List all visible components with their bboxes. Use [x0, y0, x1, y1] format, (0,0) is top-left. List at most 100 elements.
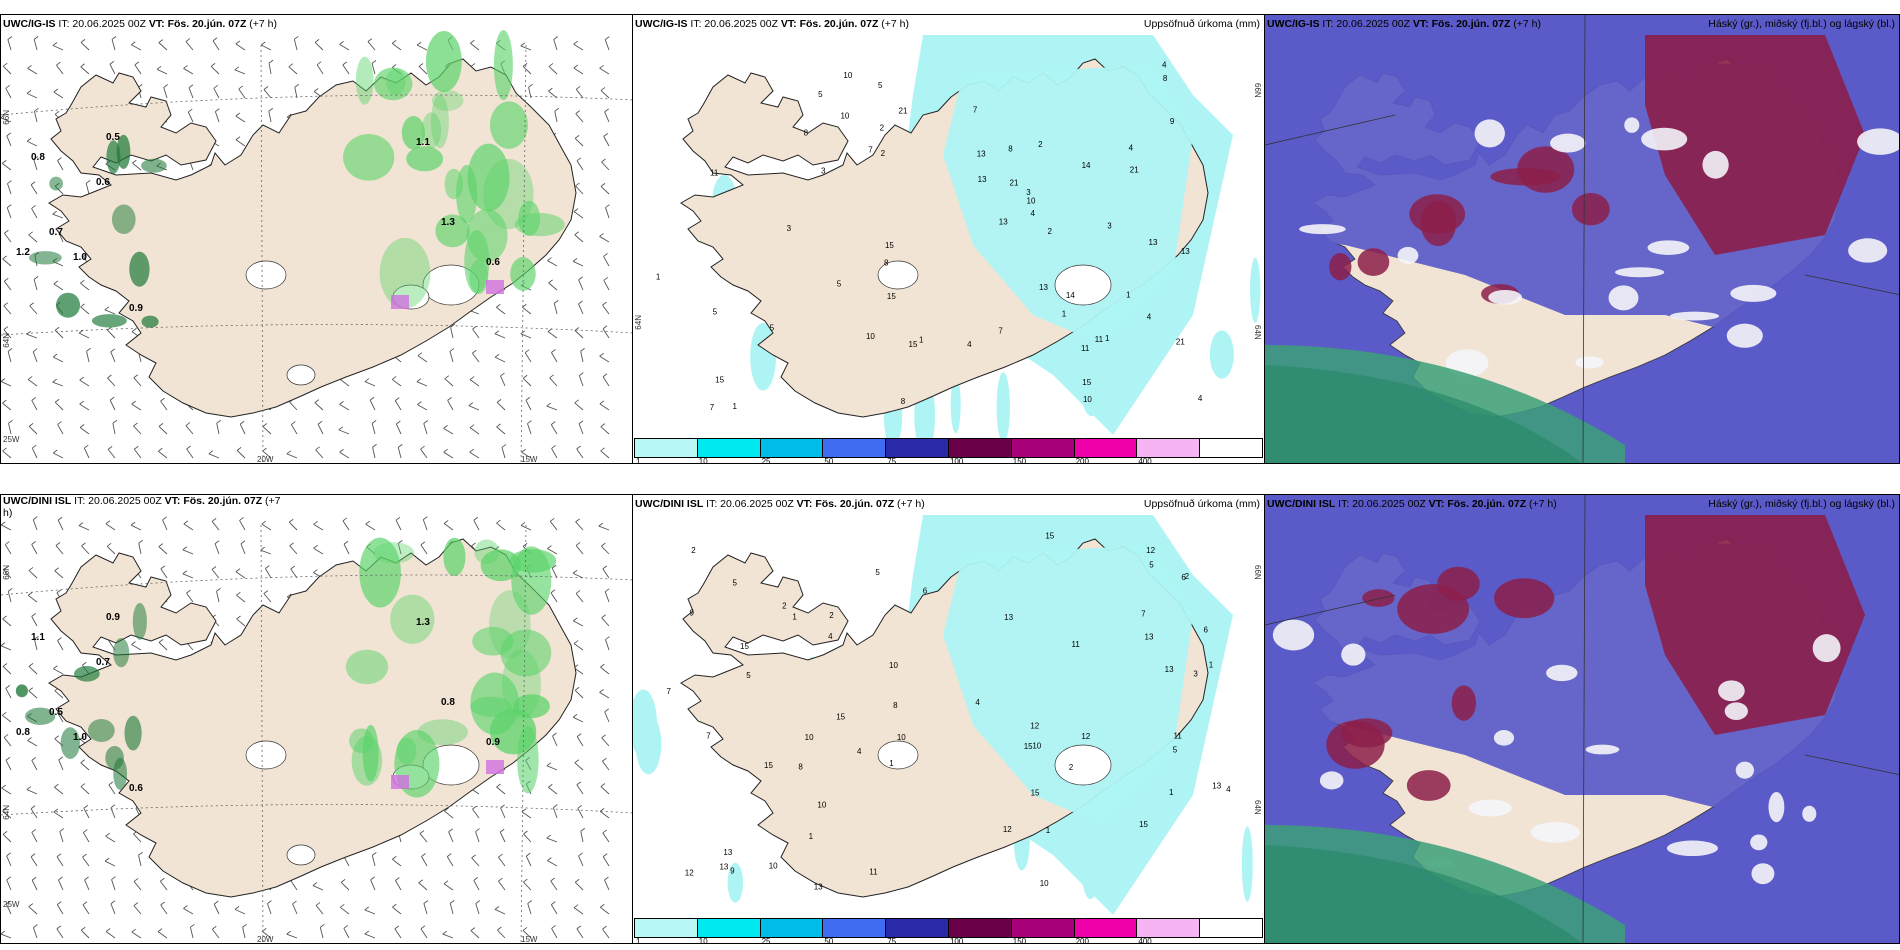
wind-barb-flag	[263, 86, 269, 90]
wind-barb	[28, 906, 38, 915]
wind-barb	[575, 113, 584, 123]
precip-value-label: 15	[1031, 789, 1040, 798]
wind-barb-flag	[33, 156, 39, 160]
lon-label-20w: 20W	[257, 935, 274, 944]
wind-barb-flag	[520, 522, 526, 526]
wind-barb-flag	[289, 542, 294, 547]
wind-barb	[56, 856, 64, 867]
wind-barb	[547, 548, 558, 555]
wind-barb	[3, 329, 12, 339]
wind-barb-flag	[603, 132, 608, 137]
wind-barb-flag	[421, 853, 426, 857]
wind-barb-flag	[2, 447, 7, 452]
wind-barb	[315, 449, 324, 459]
wind-barb	[54, 401, 64, 411]
wind-barb	[471, 352, 480, 363]
wind-barb	[314, 402, 324, 411]
wind-barb	[131, 44, 142, 51]
wind-barb	[469, 451, 480, 459]
wind-barb	[602, 832, 610, 843]
wind-barb-flag	[28, 567, 34, 571]
wind-barb	[546, 405, 558, 411]
wind-barb	[79, 427, 90, 435]
precip-value-label: 2	[881, 149, 886, 158]
precip-value-label: 10	[889, 661, 898, 670]
wind-barb-flag	[211, 518, 217, 522]
colorbar-label: 400	[1138, 937, 1152, 944]
wind-barb	[158, 642, 168, 651]
wind-barb-flag	[84, 876, 89, 881]
precip-value-label: 4	[1129, 144, 1134, 153]
wind-barb	[418, 66, 428, 75]
wind-barb	[82, 856, 90, 867]
wind-barb	[236, 594, 246, 603]
wind-barb-flag	[2, 615, 7, 620]
wind-barb-flag	[111, 36, 117, 40]
graticule-lon	[1582, 15, 1586, 463]
precip-value-label: 4	[1162, 61, 1167, 70]
wind-barb-flag	[423, 420, 429, 424]
map-clouds-bottom	[1265, 495, 1899, 943]
wind-barb-flag	[158, 543, 164, 547]
wind-barb	[187, 111, 194, 123]
wind-barb-flag	[54, 398, 60, 403]
wind-barb-flag	[1, 930, 6, 935]
wind-barb-flag	[27, 592, 33, 596]
wind-barb-flag	[547, 857, 552, 862]
wind-barb-flag	[80, 783, 86, 787]
clear-sky-patch	[1726, 323, 1763, 348]
wind-barb-flag	[57, 421, 62, 425]
precip-value-label: 2	[880, 124, 885, 133]
precip-value-label: 6	[1181, 573, 1186, 582]
graticule-lat	[1265, 594, 1396, 626]
wind-barb-flag	[600, 183, 606, 187]
wind-barb-flag	[131, 928, 137, 933]
wind-barb	[314, 42, 324, 51]
wind-barb-flag	[577, 804, 583, 809]
wind-barb	[575, 593, 584, 603]
wind-barb	[104, 860, 116, 867]
wind-barb-flag	[28, 422, 34, 427]
wind-barb-flag	[524, 349, 530, 354]
wind-barb	[260, 549, 272, 555]
wind-barb-flag	[339, 401, 344, 405]
precip-value-label: 1	[809, 832, 814, 841]
wind-barb	[262, 450, 272, 459]
wind-barb	[343, 543, 350, 555]
wind-barb-flag	[498, 853, 503, 858]
wind-barb-flag	[5, 684, 11, 689]
wind-barb	[216, 591, 220, 603]
lat-label-66n: 66N	[2, 565, 11, 580]
wind-barb	[80, 306, 90, 315]
wind-barb	[31, 879, 38, 891]
wind-barb	[599, 236, 610, 243]
precip-streak	[1241, 826, 1253, 902]
wind-barb-flag	[364, 378, 370, 382]
wind-barb-flag	[53, 88, 59, 93]
wind-barb-flag	[314, 399, 320, 403]
wind-barb-flag	[372, 443, 377, 448]
wind-barb	[109, 399, 116, 411]
wind-barb	[392, 858, 402, 867]
wind-barb-flag	[548, 279, 553, 284]
precip-value-label: 1	[919, 335, 924, 344]
precip-value-label: 13	[814, 882, 823, 891]
wind-barb-flag	[371, 420, 377, 424]
clear-sky-patch	[1647, 240, 1690, 255]
clear-sky-patch	[1585, 744, 1620, 755]
wind-barb-flag	[473, 516, 479, 521]
wind-barb	[602, 568, 610, 579]
wind-barb	[575, 185, 584, 195]
precip-value-label: 10	[1032, 742, 1041, 751]
clear-sky-patch	[1575, 356, 1604, 369]
precip-value-label: 8	[884, 258, 889, 267]
wind-barb-flag	[398, 539, 403, 544]
wind-barb-flag	[79, 424, 85, 428]
wind-barb	[524, 352, 532, 363]
wind-barb	[548, 66, 558, 75]
wind-barb-flag	[104, 857, 110, 862]
precip-blob	[430, 95, 449, 149]
wind-barb-flag	[215, 108, 220, 112]
precip-streak	[996, 372, 1010, 443]
wind-barb-flag	[367, 38, 373, 42]
